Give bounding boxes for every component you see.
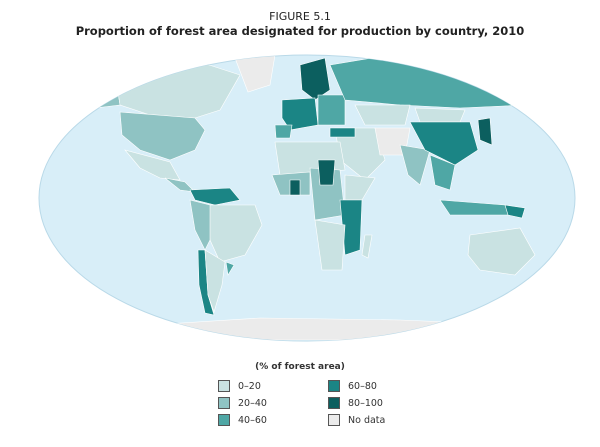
legend-swatch (218, 397, 230, 409)
legend-item: 0–20 (218, 380, 261, 392)
region-southeast-asia (429, 154, 456, 191)
legend-title: (% of forest area) (255, 362, 345, 372)
region-argentina (204, 249, 226, 313)
legend-item: 80–100 (328, 397, 383, 409)
legend-swatch (218, 414, 230, 426)
region-iberia (274, 124, 293, 139)
legend-swatch (328, 380, 340, 392)
legend-item: 60–80 (328, 380, 377, 392)
region-ghana (289, 179, 301, 196)
legend-label: 20–40 (238, 397, 267, 409)
region-china (409, 121, 479, 166)
region-korea-japan (477, 117, 493, 146)
region-andes (189, 199, 211, 251)
region-madagascar (361, 234, 373, 259)
legend-item: 40–60 (218, 414, 267, 426)
map-title: Proportion of forest area designated for… (75, 24, 525, 38)
region-usa (119, 111, 206, 161)
region-chad-sudan (317, 159, 336, 186)
legend-item: 20–40 (218, 397, 267, 409)
legend-label: No data (348, 414, 386, 426)
region-png (504, 204, 526, 219)
region-antarctica (89, 317, 561, 341)
legend-item: No data (328, 414, 385, 426)
region-alaska (69, 71, 121, 109)
region-uruguay (225, 261, 235, 276)
region-mongolia (414, 107, 466, 123)
legend-swatch (328, 414, 340, 426)
region-australia (467, 227, 536, 276)
figure-label: FIGURE 5.1 (269, 10, 331, 23)
region-western-europe (281, 97, 319, 131)
region-kazakhstan (354, 104, 411, 126)
legend-label: 80–100 (348, 397, 383, 409)
region-new-zealand (541, 269, 556, 291)
legend-label: 0–20 (238, 380, 261, 392)
legend-swatch (218, 380, 230, 392)
region-turkey (329, 127, 356, 138)
region-venezuela-guyana (189, 187, 241, 206)
legend-label: 40–60 (238, 414, 267, 426)
region-eastern-europe (317, 94, 346, 126)
legend-swatch (328, 397, 340, 409)
legend-label: 60–80 (348, 380, 377, 392)
region-india (399, 144, 431, 186)
region-southern-africa (314, 219, 346, 271)
world-map (38, 54, 576, 342)
